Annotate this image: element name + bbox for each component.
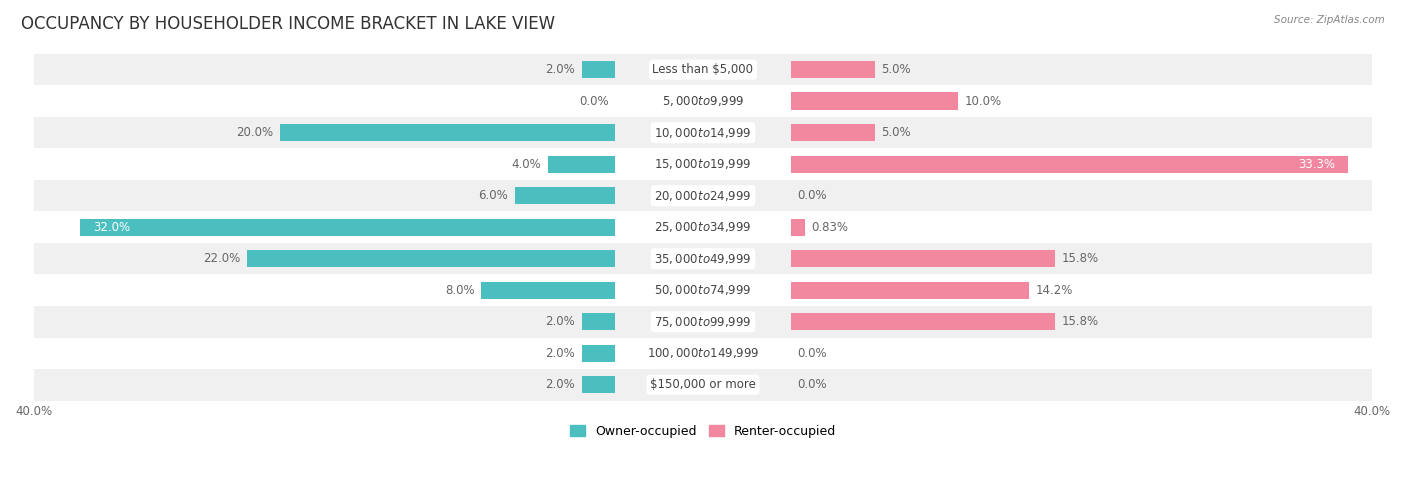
Text: $75,000 to $99,999: $75,000 to $99,999 (654, 315, 752, 329)
Bar (34, 117, 1372, 148)
Text: $35,000 to $49,999: $35,000 to $49,999 (654, 252, 752, 266)
Bar (790, 124, 875, 141)
Text: $25,000 to $34,999: $25,000 to $34,999 (654, 220, 752, 234)
Bar (548, 156, 616, 173)
Text: 0.0%: 0.0% (797, 347, 827, 360)
Legend: Owner-occupied, Renter-occupied: Owner-occupied, Renter-occupied (565, 420, 841, 443)
Text: 14.2%: 14.2% (1035, 284, 1073, 297)
Bar (790, 92, 959, 110)
Text: 2.0%: 2.0% (546, 315, 575, 328)
Text: 22.0%: 22.0% (202, 252, 240, 265)
Bar (247, 250, 616, 267)
Text: 15.8%: 15.8% (1062, 252, 1099, 265)
Text: $5,000 to $9,999: $5,000 to $9,999 (662, 94, 744, 108)
Bar (34, 306, 1372, 337)
Bar (582, 61, 616, 78)
Text: 15.8%: 15.8% (1062, 315, 1099, 328)
Text: $20,000 to $24,999: $20,000 to $24,999 (654, 189, 752, 203)
Bar (790, 313, 1056, 330)
Bar (790, 156, 1348, 173)
Text: 10.0%: 10.0% (965, 95, 1002, 108)
Bar (790, 61, 875, 78)
Text: 5.0%: 5.0% (882, 63, 911, 76)
Bar (582, 313, 616, 330)
Bar (481, 281, 616, 299)
Text: $15,000 to $19,999: $15,000 to $19,999 (654, 157, 752, 171)
Text: 0.0%: 0.0% (797, 189, 827, 202)
Bar (515, 187, 616, 205)
Bar (34, 369, 1372, 400)
Text: 33.3%: 33.3% (1298, 157, 1334, 171)
Bar (34, 148, 1372, 180)
Text: 5.0%: 5.0% (882, 126, 911, 139)
Text: 2.0%: 2.0% (546, 63, 575, 76)
Bar (34, 86, 1372, 117)
Bar (34, 275, 1372, 306)
Text: 6.0%: 6.0% (478, 189, 508, 202)
Text: $50,000 to $74,999: $50,000 to $74,999 (654, 283, 752, 297)
Text: 0.83%: 0.83% (811, 221, 848, 234)
Text: 2.0%: 2.0% (546, 378, 575, 391)
Bar (280, 124, 616, 141)
Bar (34, 211, 1372, 243)
Bar (790, 219, 804, 236)
Text: 8.0%: 8.0% (444, 284, 475, 297)
Text: Source: ZipAtlas.com: Source: ZipAtlas.com (1274, 15, 1385, 25)
Text: Less than $5,000: Less than $5,000 (652, 63, 754, 76)
Text: 0.0%: 0.0% (797, 378, 827, 391)
Bar (34, 337, 1372, 369)
Bar (34, 243, 1372, 275)
Text: $100,000 to $149,999: $100,000 to $149,999 (647, 347, 759, 360)
Bar (34, 54, 1372, 86)
Text: 32.0%: 32.0% (93, 221, 131, 234)
Bar (790, 250, 1056, 267)
Bar (80, 219, 616, 236)
Text: $150,000 or more: $150,000 or more (650, 378, 756, 391)
Text: 4.0%: 4.0% (512, 157, 541, 171)
Text: 20.0%: 20.0% (236, 126, 274, 139)
Text: 0.0%: 0.0% (579, 95, 609, 108)
Bar (582, 345, 616, 362)
Bar (790, 281, 1029, 299)
Bar (34, 180, 1372, 211)
Bar (582, 376, 616, 394)
Text: OCCUPANCY BY HOUSEHOLDER INCOME BRACKET IN LAKE VIEW: OCCUPANCY BY HOUSEHOLDER INCOME BRACKET … (21, 15, 555, 33)
Text: 2.0%: 2.0% (546, 347, 575, 360)
Text: $10,000 to $14,999: $10,000 to $14,999 (654, 126, 752, 139)
